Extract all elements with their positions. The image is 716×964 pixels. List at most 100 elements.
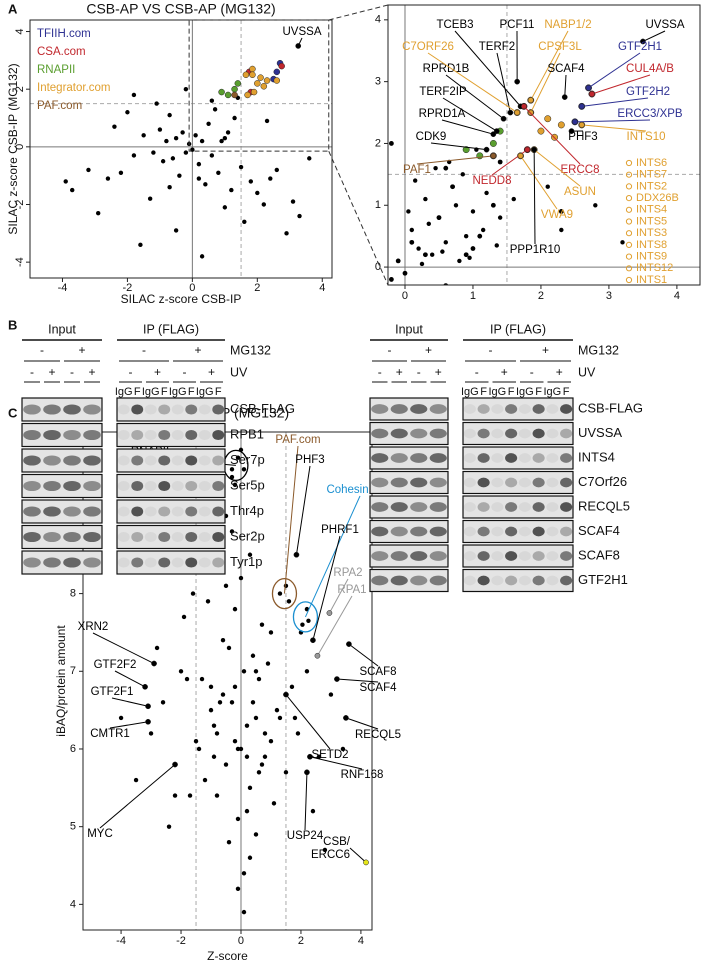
point — [505, 308, 510, 313]
annotation-label: PCF11 — [500, 19, 535, 31]
band — [144, 557, 157, 568]
band — [491, 404, 504, 414]
point — [262, 754, 268, 759]
annotated-point — [589, 91, 595, 97]
point — [620, 240, 625, 245]
lane-label: F — [508, 386, 515, 398]
band — [185, 429, 198, 441]
leader-line — [285, 694, 331, 750]
band — [491, 575, 504, 586]
point — [225, 130, 231, 135]
annotation-label: USP24 — [287, 830, 324, 842]
band — [83, 404, 101, 415]
list-label: INTS8 — [636, 239, 667, 251]
group-point — [234, 80, 242, 87]
point — [125, 110, 130, 115]
band — [171, 480, 184, 492]
band — [371, 428, 389, 439]
uv-sign: - — [30, 365, 34, 379]
annotation-label: GTF2F2 — [94, 659, 137, 671]
band — [532, 502, 545, 512]
annotation-label: UVSSA — [646, 19, 685, 31]
band — [371, 526, 389, 537]
row-label: RPB1 — [230, 426, 264, 441]
band — [171, 506, 184, 517]
plot-area — [30, 20, 332, 278]
list-label: INTS1 — [636, 274, 667, 286]
band — [212, 404, 225, 415]
mg132-label: MG132 — [230, 343, 271, 357]
point — [450, 184, 455, 190]
uv-sign: + — [556, 365, 563, 379]
point — [422, 252, 428, 258]
band — [83, 429, 101, 441]
band — [144, 480, 157, 492]
legend-entry: TFIIH.com — [37, 28, 91, 40]
annotated-point — [151, 660, 157, 667]
point — [297, 213, 302, 219]
band — [185, 506, 198, 517]
annotation-label: ASUN — [564, 186, 596, 198]
annotated-point — [293, 551, 300, 558]
band — [518, 502, 531, 512]
row-label: UVSSA — [578, 425, 622, 440]
annotated-point — [145, 718, 151, 725]
point — [199, 676, 205, 682]
point — [264, 118, 270, 124]
band — [23, 531, 41, 543]
uv-sign: - — [530, 365, 534, 379]
y-tick-label: 3 — [375, 76, 381, 88]
annotated-point — [295, 43, 302, 49]
leader-line — [304, 495, 361, 618]
point — [219, 138, 224, 144]
leader-line — [581, 124, 647, 132]
band — [518, 453, 531, 463]
band — [212, 557, 225, 568]
uv-sign: + — [48, 365, 55, 379]
point — [289, 684, 295, 690]
y-axis-label: iBAQ/protein amount — [54, 625, 68, 737]
band — [390, 502, 408, 512]
leader-line — [564, 74, 567, 98]
point — [409, 239, 415, 245]
row-label: CSB-FLAG — [578, 400, 643, 415]
annotation-label: RECQL5 — [355, 729, 401, 741]
band — [532, 526, 545, 537]
band — [463, 502, 476, 512]
annotated-point — [572, 118, 578, 125]
point — [203, 182, 208, 187]
band — [43, 429, 61, 441]
band — [83, 455, 101, 466]
band — [491, 477, 504, 488]
annotated-point — [142, 683, 148, 690]
annotated-point — [517, 152, 524, 159]
band — [158, 506, 171, 517]
point — [402, 270, 408, 276]
group-point — [273, 68, 281, 76]
blot-strip — [116, 473, 226, 499]
blot-strip — [116, 397, 226, 422]
point — [256, 676, 262, 682]
band — [491, 453, 504, 463]
annotated-point — [310, 637, 316, 644]
annotated-point — [561, 94, 568, 100]
point — [250, 653, 256, 658]
band — [477, 453, 490, 463]
point — [477, 233, 483, 239]
list-marker — [625, 183, 633, 190]
point — [235, 816, 241, 822]
group-point — [260, 83, 268, 90]
point — [306, 618, 311, 623]
point — [167, 184, 172, 190]
band — [390, 575, 408, 586]
annotated-point — [527, 109, 534, 116]
band — [546, 551, 559, 561]
band — [491, 502, 504, 512]
point — [443, 240, 448, 245]
band — [371, 502, 389, 512]
band — [477, 502, 490, 512]
point — [190, 591, 196, 596]
point — [173, 135, 179, 141]
band — [429, 526, 447, 537]
band — [158, 480, 171, 492]
